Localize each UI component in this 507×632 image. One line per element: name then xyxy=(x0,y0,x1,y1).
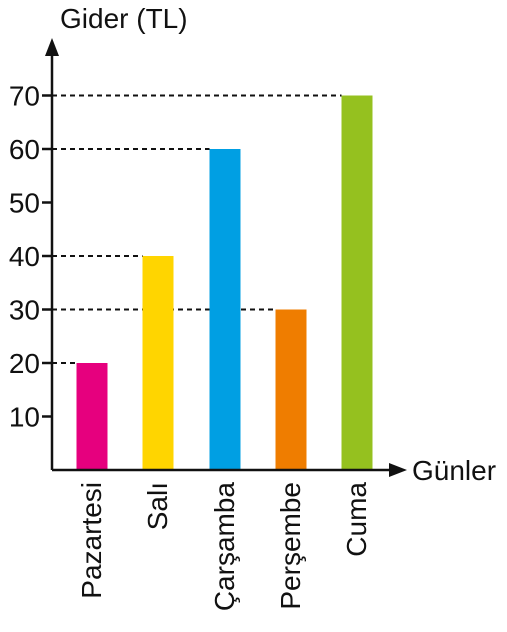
y-tick-label: 20 xyxy=(9,348,40,379)
bar-pazartesi xyxy=(76,363,108,470)
bars xyxy=(76,95,373,470)
bar-cuma xyxy=(341,95,373,470)
y-tick-label: 70 xyxy=(9,81,40,112)
y-ticks: 10 20 30 40 50 60 70 xyxy=(9,81,52,433)
category-labels: Pazartesi Salı Çarşamba Perşembe Cuma xyxy=(76,482,372,612)
y-tick-label: 60 xyxy=(9,134,40,165)
x-axis-arrow xyxy=(389,463,407,477)
bar-çarşamba xyxy=(209,149,241,470)
y-tick-label: 30 xyxy=(9,295,40,326)
y-tick-label: 40 xyxy=(9,241,40,272)
y-tick-label: 10 xyxy=(9,402,40,433)
y-axis-label: Gider (TL) xyxy=(60,3,188,34)
bar-salı xyxy=(142,256,174,470)
category-label: Çarşamba xyxy=(209,482,240,612)
category-label: Pazartesi xyxy=(76,482,107,599)
y-axis-arrow xyxy=(45,38,59,56)
category-label: Cuma xyxy=(341,482,372,557)
bar-perşembe xyxy=(275,309,307,470)
y-tick-label: 50 xyxy=(9,188,40,219)
x-axis-label: Günler xyxy=(412,455,496,486)
category-label: Perşembe xyxy=(275,482,306,610)
category-label: Salı xyxy=(142,482,173,530)
